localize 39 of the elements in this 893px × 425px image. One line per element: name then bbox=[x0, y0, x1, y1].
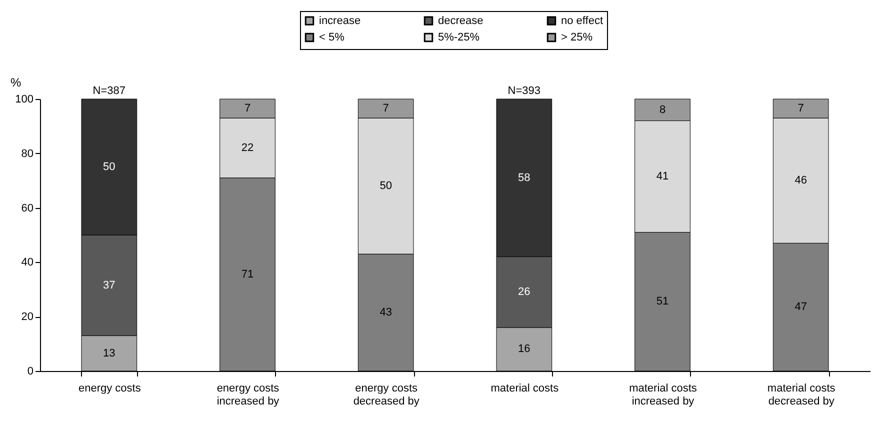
data-label: 16 bbox=[518, 343, 530, 356]
legend-label: increase bbox=[319, 14, 361, 27]
data-label: 7 bbox=[382, 102, 389, 115]
annotation: N=387 bbox=[92, 85, 126, 97]
data-label: 41 bbox=[656, 170, 669, 183]
data-label: 50 bbox=[380, 180, 392, 192]
legend-label: no effect bbox=[561, 14, 603, 27]
data-label: 46 bbox=[794, 174, 807, 187]
x-tick-label: material costs decreased by bbox=[767, 382, 836, 408]
x-tick-label: energy costs decreased by bbox=[353, 382, 420, 408]
legend-label: > 25% bbox=[561, 32, 593, 44]
data-label: 22 bbox=[241, 142, 254, 154]
y-axis-title: % bbox=[10, 76, 22, 90]
data-label: 26 bbox=[518, 286, 530, 298]
y-tick-label: 80 bbox=[21, 148, 34, 160]
x-tick-label: material costs increased by bbox=[629, 382, 698, 408]
data-label: 43 bbox=[380, 306, 392, 319]
x-tick-label: material costs bbox=[490, 382, 560, 394]
data-label: 58 bbox=[518, 172, 530, 184]
legend-label: < 5% bbox=[319, 32, 345, 44]
annotation: N=393 bbox=[508, 85, 541, 97]
x-tick-label: energy costs bbox=[78, 382, 142, 394]
x-tick-label: energy costs increased by bbox=[216, 382, 280, 408]
y-tick-label: 0 bbox=[27, 366, 34, 378]
data-label: 50 bbox=[103, 161, 116, 173]
y-tick-label: 20 bbox=[21, 311, 34, 324]
y-tick-label: 100 bbox=[15, 94, 34, 106]
data-label: 8 bbox=[659, 104, 666, 116]
legend-label: decrease bbox=[438, 14, 484, 27]
y-tick-label: 60 bbox=[21, 202, 34, 214]
data-label: 51 bbox=[656, 296, 669, 308]
y-tick-label: 40 bbox=[21, 256, 34, 269]
data-label: 47 bbox=[794, 301, 807, 314]
legend-label: 5%-25% bbox=[438, 32, 480, 44]
data-label: 7 bbox=[798, 102, 804, 115]
data-label: 37 bbox=[103, 279, 116, 292]
data-label: 13 bbox=[103, 347, 116, 360]
data-label: 71 bbox=[241, 268, 254, 280]
data-label: 7 bbox=[244, 102, 251, 115]
